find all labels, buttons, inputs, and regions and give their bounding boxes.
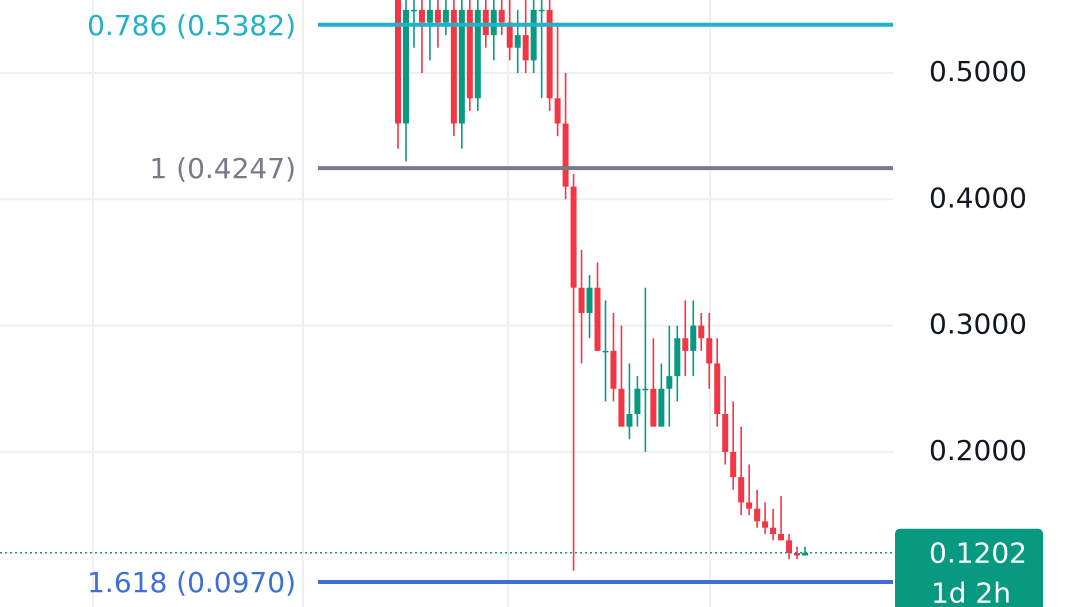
candle-body — [682, 338, 689, 351]
candle-body — [746, 502, 753, 509]
candle-body — [522, 35, 529, 61]
candle-body — [578, 287, 585, 313]
y-tick-label: 0.2000 — [929, 434, 1027, 467]
candle-body — [395, 0, 401, 124]
fib-label: 0.786 (0.5382) — [87, 9, 296, 42]
fib-label: 1 (0.4247) — [149, 152, 296, 185]
candle-body — [730, 451, 737, 478]
candle-body — [498, 9, 505, 23]
candle-body — [562, 123, 569, 187]
candle-body — [666, 376, 673, 389]
candle-body — [458, 9, 465, 124]
candle-body — [610, 350, 617, 389]
candle-body — [786, 540, 793, 553]
candle-body — [714, 363, 721, 415]
candle-body — [418, 9, 425, 23]
candle-body — [674, 338, 681, 377]
candle-body — [602, 350, 609, 353]
candle-body — [642, 388, 649, 391]
horizontal-grid — [0, 72, 893, 453]
candles — [395, 0, 808, 571]
candle-body — [514, 35, 521, 48]
candle-body — [698, 325, 705, 339]
candle-body — [466, 9, 473, 99]
candle-body — [434, 9, 441, 23]
countdown-label: 1d 2h — [931, 577, 1011, 607]
candle-body — [482, 9, 489, 36]
candle-body — [722, 414, 729, 452]
candle-body — [402, 9, 409, 124]
candle-body — [802, 552, 808, 556]
candle-body — [738, 477, 745, 503]
candle-body — [770, 527, 777, 534]
candle-body — [762, 521, 769, 528]
candle-body — [690, 325, 697, 351]
candle-body — [586, 287, 593, 313]
candle-body — [594, 287, 601, 351]
candle-body — [546, 9, 553, 99]
candle-body — [650, 388, 657, 427]
last-price-label: 0.1202 — [929, 537, 1027, 570]
candle-body — [618, 388, 625, 427]
candle-body — [450, 9, 457, 124]
candle-body — [442, 9, 449, 23]
candle-body — [426, 9, 433, 23]
candle-body — [634, 388, 641, 415]
candle-body — [410, 9, 417, 12]
candle-body — [754, 508, 761, 522]
y-tick-label: 0.4000 — [929, 181, 1027, 214]
price-axis: 0.2000 0.3000 0.4000 0.5000 — [929, 55, 1027, 467]
y-tick-label: 0.5000 — [929, 55, 1027, 88]
candle-body — [778, 533, 785, 541]
last-price: 0.1202 1d 2h — [0, 528, 1043, 607]
fib-label: 1.618 (0.0970) — [87, 566, 296, 599]
candle-body — [706, 338, 713, 364]
candle-body — [474, 9, 481, 99]
last-price-box — [895, 528, 1043, 607]
candle-body — [554, 98, 561, 124]
candle-body — [626, 414, 633, 427]
candle-body — [570, 186, 577, 288]
candle-body — [538, 9, 545, 12]
y-tick-label: 0.3000 — [929, 308, 1027, 341]
vertical-grid — [92, 0, 711, 607]
candle-body — [490, 9, 497, 36]
candle-body — [658, 388, 665, 427]
candle-body — [530, 9, 537, 61]
candle-body — [794, 552, 801, 556]
candle-body — [506, 22, 513, 48]
fib-levels: 0.786 (0.5382) 1 (0.4247) 1.618 (0.0970) — [87, 9, 893, 599]
